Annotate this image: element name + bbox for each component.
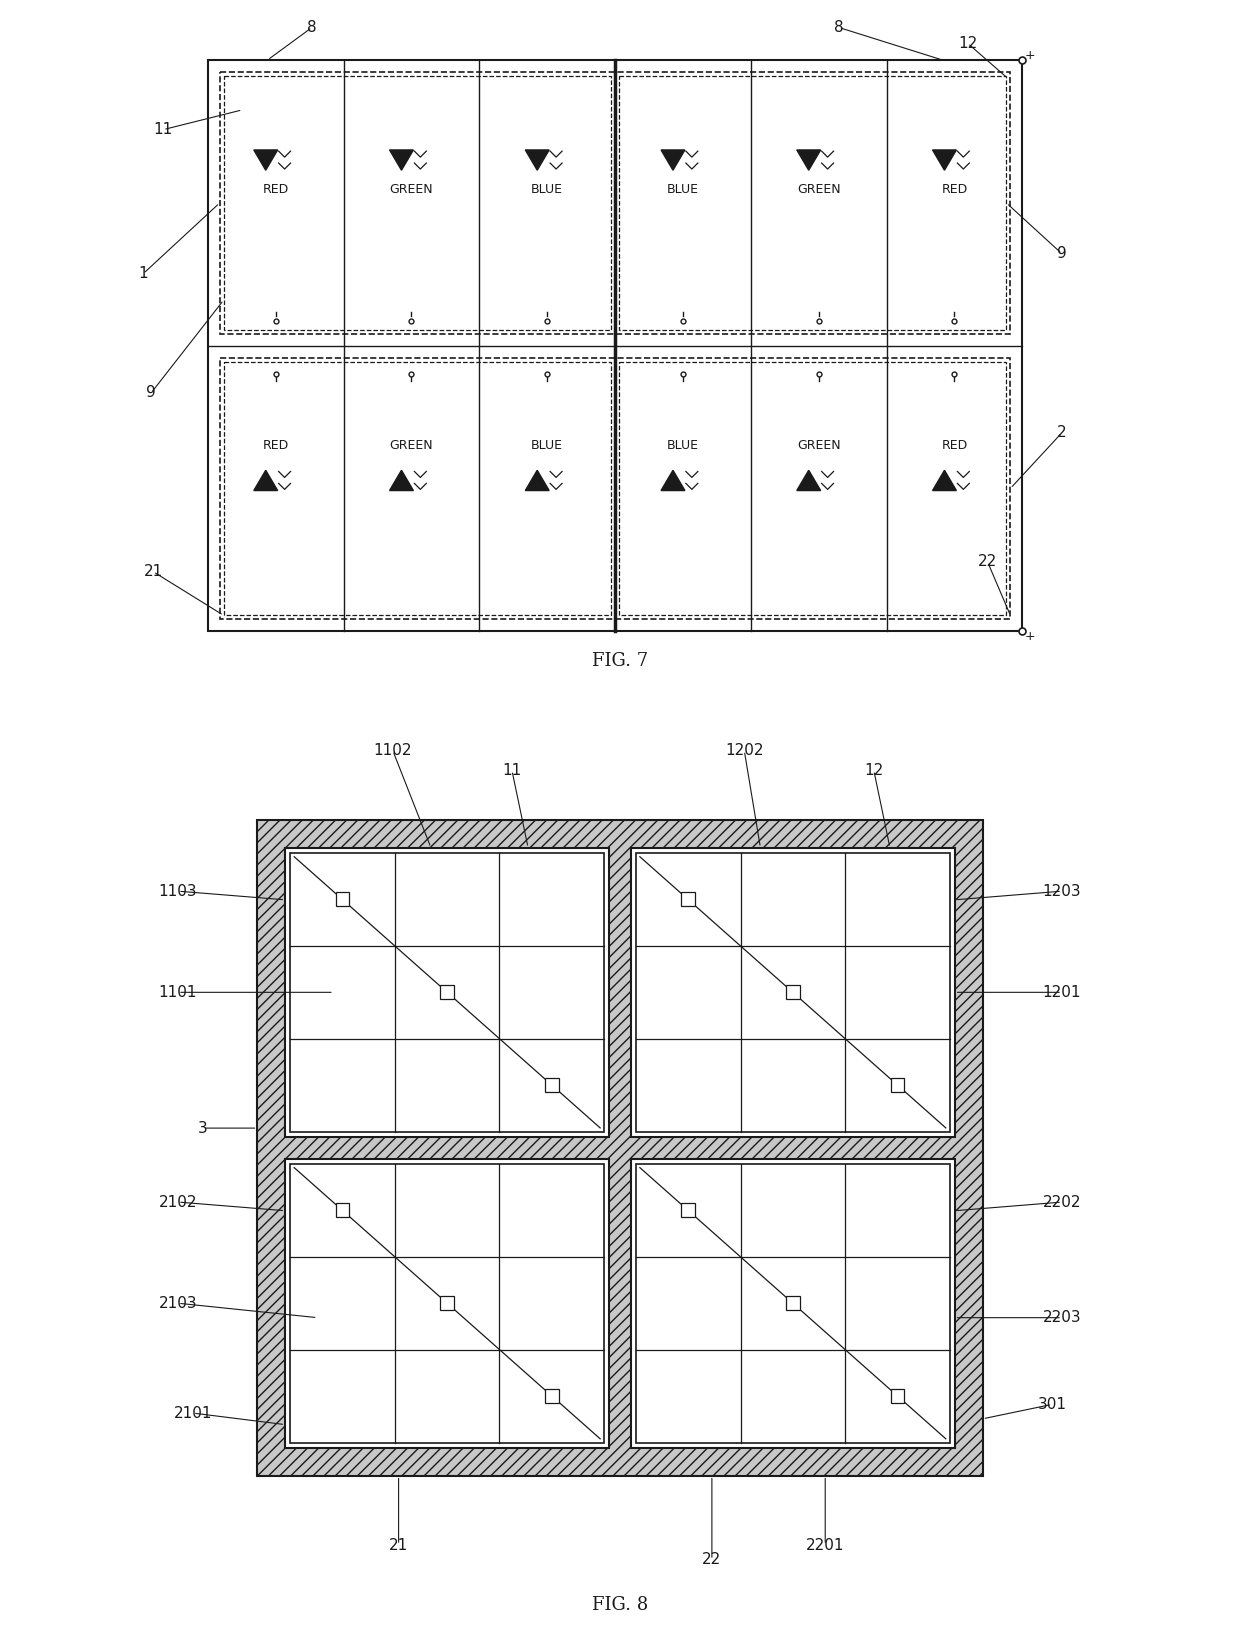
- Text: BLUE: BLUE: [667, 183, 699, 196]
- Text: 11: 11: [154, 123, 172, 138]
- Bar: [631, 848, 955, 1136]
- Text: +: +: [1025, 630, 1035, 643]
- Bar: [258, 820, 982, 1475]
- Polygon shape: [389, 151, 413, 170]
- Bar: [336, 1203, 350, 1218]
- Polygon shape: [797, 151, 821, 170]
- Polygon shape: [389, 470, 413, 491]
- Text: 1101: 1101: [159, 985, 197, 1000]
- Bar: [631, 1159, 955, 1447]
- Bar: [208, 61, 1022, 632]
- Bar: [285, 1159, 609, 1447]
- Text: 2103: 2103: [159, 1297, 197, 1311]
- Text: BLUE: BLUE: [531, 439, 563, 452]
- Text: 8: 8: [833, 20, 843, 34]
- Text: RED: RED: [941, 439, 967, 452]
- Bar: [440, 985, 454, 999]
- Bar: [786, 985, 800, 999]
- Text: 2: 2: [1058, 426, 1066, 440]
- Text: FIG. 7: FIG. 7: [591, 652, 649, 670]
- Text: 2203: 2203: [1043, 1310, 1081, 1326]
- Text: 21: 21: [144, 565, 162, 579]
- Polygon shape: [526, 470, 549, 491]
- Text: 22: 22: [702, 1552, 722, 1568]
- Bar: [219, 357, 1011, 619]
- Text: 2101: 2101: [174, 1406, 212, 1421]
- Text: +: +: [1025, 49, 1035, 62]
- Bar: [290, 1164, 604, 1442]
- Polygon shape: [526, 151, 549, 170]
- Polygon shape: [797, 470, 821, 491]
- Bar: [223, 362, 611, 616]
- Bar: [619, 75, 1007, 329]
- Polygon shape: [661, 151, 684, 170]
- Text: FIG. 8: FIG. 8: [591, 1596, 649, 1614]
- Bar: [336, 892, 350, 907]
- Text: 22: 22: [978, 555, 997, 570]
- Polygon shape: [932, 151, 956, 170]
- Text: 2201: 2201: [806, 1537, 844, 1552]
- Text: 2202: 2202: [1043, 1195, 1081, 1210]
- Text: RED: RED: [941, 183, 967, 196]
- Text: GREEN: GREEN: [389, 439, 433, 452]
- Bar: [890, 1079, 904, 1092]
- Bar: [290, 853, 604, 1131]
- Text: 1202: 1202: [725, 743, 764, 758]
- Bar: [223, 75, 611, 329]
- Text: 11: 11: [502, 763, 522, 778]
- Bar: [219, 72, 1011, 334]
- Text: 3: 3: [198, 1121, 207, 1136]
- Bar: [636, 1164, 950, 1442]
- Bar: [544, 1079, 559, 1092]
- Text: 2102: 2102: [159, 1195, 197, 1210]
- Bar: [619, 362, 1007, 616]
- Text: 301: 301: [1038, 1396, 1066, 1411]
- Text: 12: 12: [959, 36, 977, 51]
- Text: 1201: 1201: [1043, 985, 1081, 1000]
- Bar: [890, 1390, 904, 1403]
- Bar: [681, 1203, 696, 1218]
- Text: RED: RED: [263, 439, 289, 452]
- Text: GREEN: GREEN: [797, 439, 841, 452]
- Text: 21: 21: [389, 1537, 408, 1552]
- Text: 1: 1: [139, 267, 148, 282]
- Polygon shape: [254, 151, 278, 170]
- Text: BLUE: BLUE: [531, 183, 563, 196]
- Text: GREEN: GREEN: [797, 183, 841, 196]
- Text: GREEN: GREEN: [389, 183, 433, 196]
- Polygon shape: [661, 470, 684, 491]
- Bar: [285, 848, 609, 1136]
- Text: 1103: 1103: [159, 884, 197, 899]
- Text: 9: 9: [146, 385, 156, 401]
- Bar: [544, 1390, 559, 1403]
- Text: BLUE: BLUE: [667, 439, 699, 452]
- Text: RED: RED: [263, 183, 289, 196]
- Text: 12: 12: [864, 763, 883, 778]
- Polygon shape: [254, 470, 278, 491]
- Text: 8: 8: [308, 20, 317, 34]
- Text: 1102: 1102: [373, 743, 412, 758]
- Bar: [786, 1297, 800, 1310]
- Bar: [440, 1297, 454, 1310]
- Bar: [681, 892, 696, 907]
- Bar: [636, 853, 950, 1131]
- Polygon shape: [932, 470, 956, 491]
- Text: 1203: 1203: [1043, 884, 1081, 899]
- Text: 9: 9: [1058, 246, 1066, 262]
